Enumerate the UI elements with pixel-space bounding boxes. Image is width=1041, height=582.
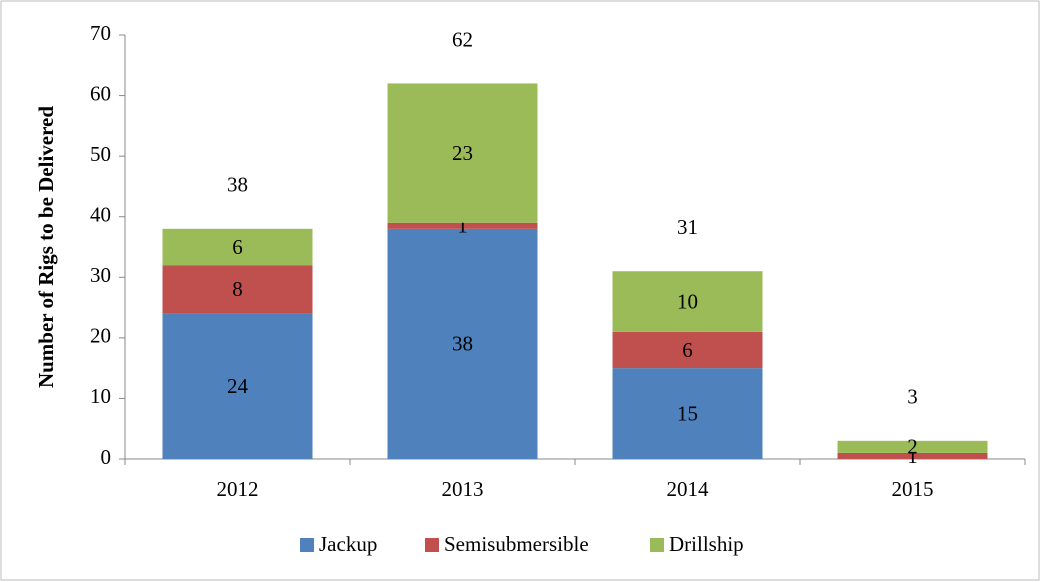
bar-segment <box>387 83 538 223</box>
bar-segment <box>387 228 538 459</box>
y-tick-label: 70 <box>90 21 111 45</box>
bar-segment <box>837 440 988 453</box>
y-tick-label: 10 <box>90 384 111 408</box>
bar-segment <box>837 452 988 459</box>
x-tick-label: 2015 <box>892 477 934 501</box>
data-label: 6 <box>682 338 693 362</box>
bar-segment <box>612 271 763 332</box>
data-label: 24 <box>227 374 249 398</box>
y-tick-label: 60 <box>90 81 111 105</box>
x-tick-label: 2013 <box>442 477 484 501</box>
x-tick-label: 2014 <box>667 477 710 501</box>
bar-segment <box>162 313 313 459</box>
bar-segment <box>162 228 313 266</box>
data-label: 1 <box>457 214 468 238</box>
legend-swatch <box>650 538 664 552</box>
data-label: 15 <box>677 401 698 425</box>
legend-swatch <box>300 538 314 552</box>
y-tick-label: 20 <box>90 324 111 348</box>
data-label: 6 <box>232 235 243 259</box>
bar-segment <box>612 368 763 459</box>
legend-label: Jackup <box>319 532 377 556</box>
total-label: 38 <box>227 173 248 197</box>
bar-segment <box>162 265 313 314</box>
y-axis-label: Number of Rigs to be Delivered <box>34 106 58 388</box>
total-label: 3 <box>907 385 918 409</box>
x-tick-label: 2012 <box>217 477 259 501</box>
legend-label: Drillship <box>669 532 744 556</box>
data-label: 10 <box>677 289 698 313</box>
total-label: 31 <box>677 215 698 239</box>
legend-swatch <box>425 538 439 552</box>
data-label: 2 <box>907 435 918 459</box>
y-tick-label: 40 <box>90 203 111 227</box>
data-label: 38 <box>452 332 473 356</box>
data-label: 1 <box>907 444 918 468</box>
bar-segment <box>387 222 538 229</box>
y-tick-label: 0 <box>101 445 112 469</box>
bar-segment <box>612 331 763 369</box>
legend-label: Semisubmersible <box>444 532 589 556</box>
y-tick-label: 50 <box>90 142 111 166</box>
y-tick-label: 30 <box>90 263 111 287</box>
total-label: 62 <box>452 27 473 51</box>
data-label: 23 <box>452 141 473 165</box>
data-label: 8 <box>232 277 243 301</box>
